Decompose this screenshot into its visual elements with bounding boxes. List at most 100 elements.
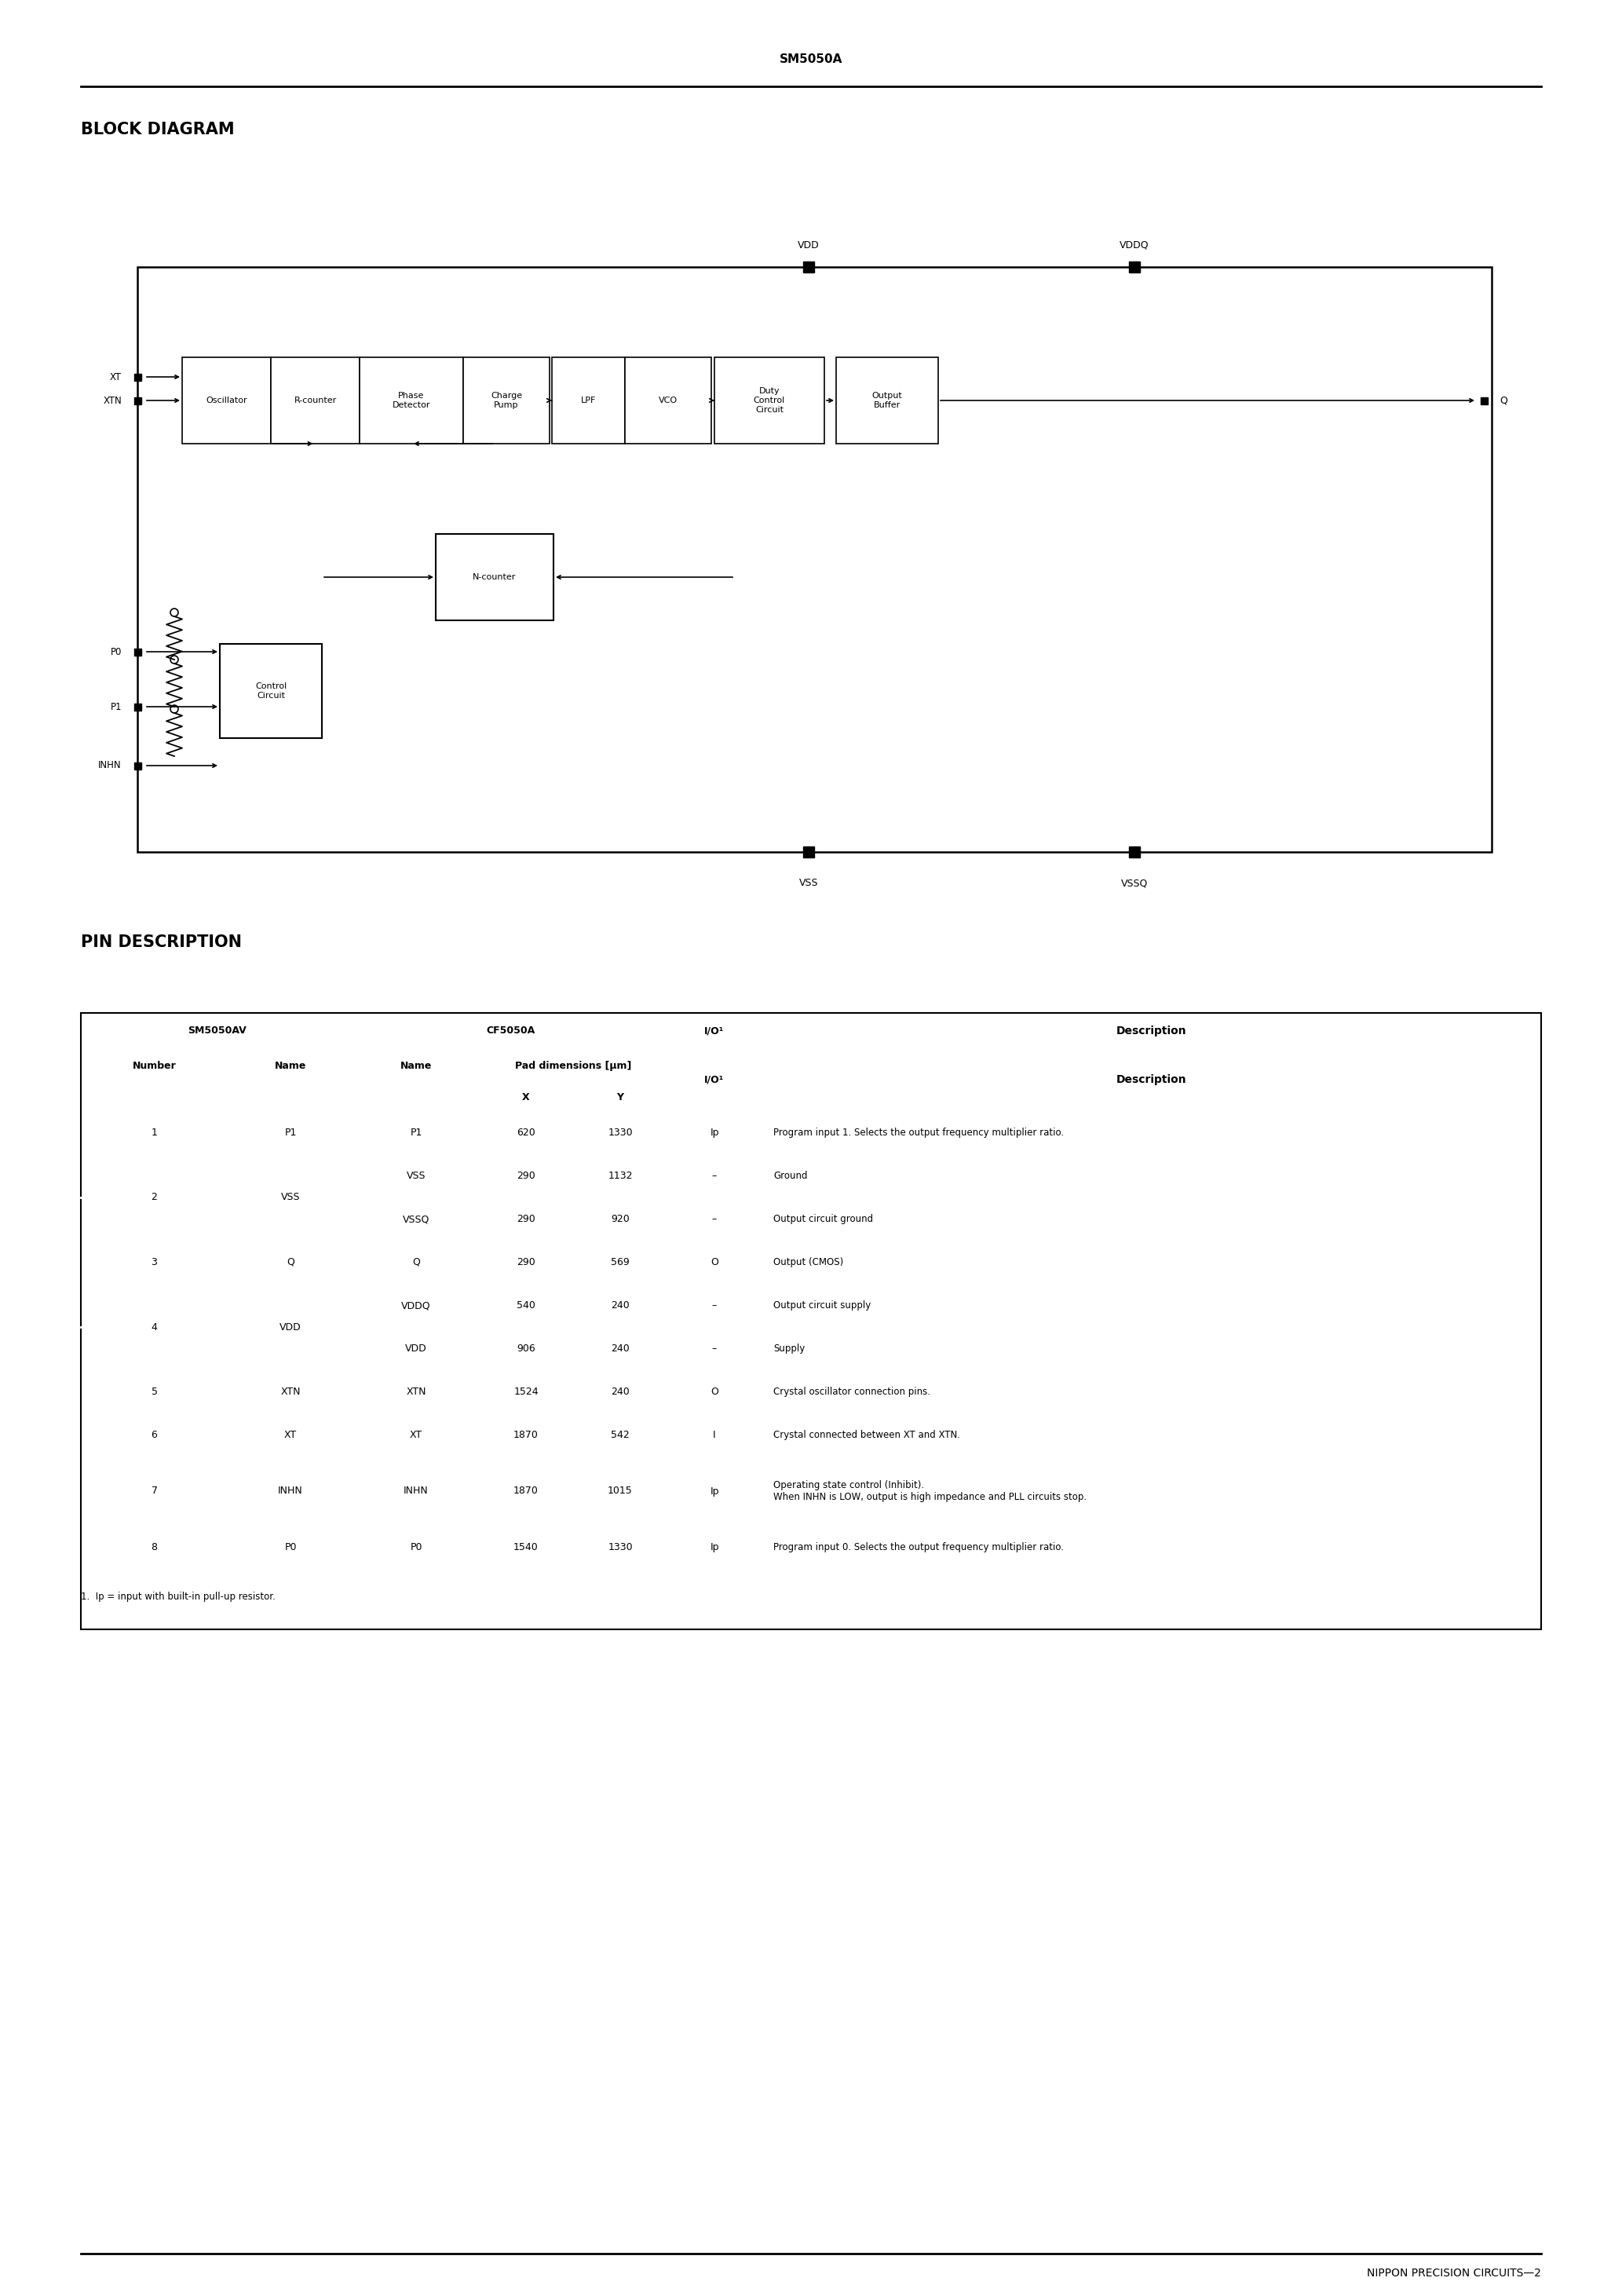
Text: 906: 906 (517, 1343, 535, 1355)
Text: 290: 290 (517, 1171, 535, 1180)
Text: Description: Description (1116, 1024, 1187, 1035)
Text: 920: 920 (611, 1215, 629, 1224)
Text: Crystal oscillator connection pins.: Crystal oscillator connection pins. (774, 1387, 931, 1396)
Text: Oscillator: Oscillator (206, 397, 247, 404)
Text: 569: 569 (611, 1258, 629, 1267)
Bar (1129, 262, 1140, 273)
Bar (551, 358, 624, 443)
Text: INHN: INHN (277, 1486, 303, 1497)
Text: VDDQ: VDDQ (1119, 239, 1150, 250)
Text: –: – (712, 1300, 717, 1311)
Text: XTN: XTN (281, 1387, 300, 1396)
Text: 240: 240 (611, 1387, 629, 1396)
Bar (271, 358, 360, 443)
Text: Duty
Control
Circuit: Duty Control Circuit (754, 388, 785, 413)
Text: I/O¹: I/O¹ (704, 1026, 725, 1035)
Text: –: – (712, 1215, 717, 1224)
Text: 1015: 1015 (608, 1486, 633, 1497)
Text: P0: P0 (284, 1543, 297, 1552)
Text: P1: P1 (284, 1127, 297, 1139)
Text: O: O (710, 1258, 719, 1267)
Bar (135, 374, 141, 381)
Text: 620: 620 (517, 1127, 535, 1139)
Text: 8: 8 (151, 1543, 157, 1552)
Text: XTN: XTN (406, 1387, 427, 1396)
Text: I/O¹: I/O¹ (704, 1075, 725, 1084)
Text: VSSQ: VSSQ (402, 1215, 430, 1224)
Text: O: O (710, 1387, 719, 1396)
Bar (1481, 397, 1487, 404)
Text: Program input 1. Selects the output frequency multiplier ratio.: Program input 1. Selects the output freq… (774, 1127, 1064, 1139)
Bar (436, 535, 553, 620)
Text: SM5050AV: SM5050AV (188, 1026, 247, 1035)
Text: Pad dimensions [μm]: Pad dimensions [μm] (514, 1061, 631, 1070)
Text: VCO: VCO (659, 397, 678, 404)
Text: Ip: Ip (710, 1543, 719, 1552)
Text: Ip: Ip (710, 1127, 719, 1139)
Text: VSS: VSS (800, 879, 817, 889)
Text: N-counter: N-counter (474, 574, 516, 581)
Text: Name: Name (274, 1061, 307, 1070)
Text: Output circuit supply: Output circuit supply (774, 1300, 871, 1311)
Text: Q: Q (287, 1258, 294, 1267)
Text: –: – (712, 1171, 717, 1180)
Text: Operating state control (Inhibit).
When INHN is LOW, output is high impedance an: Operating state control (Inhibit). When … (774, 1481, 1087, 1502)
Text: 1330: 1330 (608, 1127, 633, 1139)
Bar (135, 647, 141, 654)
Text: Crystal connected between XT and XTN.: Crystal connected between XT and XTN. (774, 1430, 960, 1440)
Text: 542: 542 (611, 1430, 629, 1440)
Text: 1330: 1330 (608, 1543, 633, 1552)
Text: 1870: 1870 (514, 1430, 539, 1440)
Bar (360, 358, 464, 443)
Text: Name: Name (401, 1061, 431, 1070)
Text: VDD: VDD (798, 239, 819, 250)
Text: Control
Circuit: Control Circuit (255, 682, 287, 700)
Text: 290: 290 (517, 1258, 535, 1267)
Text: P0: P0 (410, 1543, 422, 1552)
Bar (835, 358, 938, 443)
Text: Q: Q (1500, 395, 1507, 406)
Text: SM5050A: SM5050A (780, 53, 842, 64)
Text: 240: 240 (611, 1300, 629, 1311)
Text: VSSQ: VSSQ (1121, 879, 1148, 889)
Text: Ground: Ground (774, 1171, 808, 1180)
Text: Output (CMOS): Output (CMOS) (774, 1258, 843, 1267)
Text: BLOCK DIAGRAM: BLOCK DIAGRAM (81, 122, 235, 138)
Text: NIPPON PRECISION CIRCUITS—2: NIPPON PRECISION CIRCUITS—2 (1367, 2268, 1541, 2278)
Bar (1129, 847, 1140, 856)
Text: VSS: VSS (281, 1192, 300, 1203)
Text: 7: 7 (151, 1486, 157, 1497)
Text: Q: Q (412, 1258, 420, 1267)
Bar (714, 358, 824, 443)
Text: XT: XT (410, 1430, 422, 1440)
Text: INHN: INHN (404, 1486, 428, 1497)
Text: X: X (522, 1093, 530, 1102)
Bar (464, 358, 550, 443)
Text: 1: 1 (151, 1127, 157, 1139)
Text: P0: P0 (110, 647, 122, 657)
Bar (135, 703, 141, 709)
Text: CF5050A: CF5050A (487, 1026, 535, 1035)
Text: VDD: VDD (279, 1322, 302, 1332)
Text: PIN DESCRIPTION: PIN DESCRIPTION (81, 934, 242, 951)
Text: 5: 5 (151, 1387, 157, 1396)
Text: 3: 3 (151, 1258, 157, 1267)
Text: 4: 4 (151, 1322, 157, 1332)
Text: Output circuit ground: Output circuit ground (774, 1215, 873, 1224)
Text: 6: 6 (151, 1430, 157, 1440)
Bar (81, 1013, 1541, 1630)
Text: XT: XT (110, 372, 122, 381)
Bar (624, 358, 712, 443)
Text: INHN: INHN (99, 760, 122, 771)
Bar (135, 762, 141, 769)
Text: VSS: VSS (407, 1171, 425, 1180)
Text: LPF: LPF (581, 397, 595, 404)
Text: VDD: VDD (406, 1343, 427, 1355)
Text: –: – (712, 1343, 717, 1355)
Bar (221, 643, 321, 737)
Text: P1: P1 (110, 703, 122, 712)
Text: Charge
Pump: Charge Pump (490, 393, 522, 409)
Text: XTN: XTN (104, 395, 122, 406)
Text: Phase
Detector: Phase Detector (393, 393, 430, 409)
Text: VDDQ: VDDQ (401, 1300, 431, 1311)
